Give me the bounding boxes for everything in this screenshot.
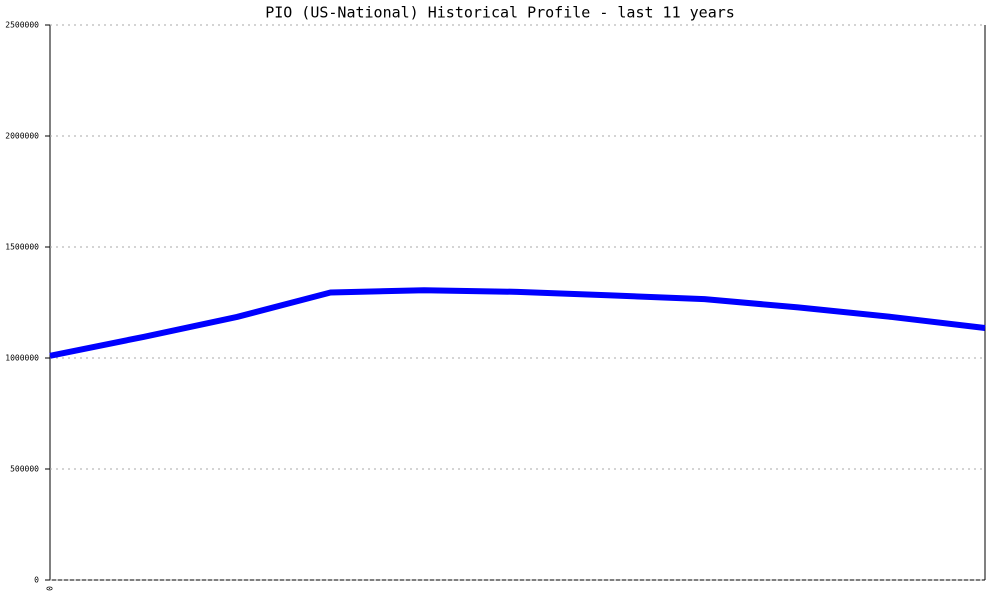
y-tick-label: 2000000 [5, 132, 39, 141]
chart-title: PIO (US-National) Historical Profile - l… [265, 4, 735, 22]
y-tick-label: 1500000 [5, 243, 39, 252]
y-tick-label: 1000000 [5, 354, 39, 363]
y-tick-label: 500000 [10, 465, 39, 474]
y-tick-label: 2500000 [5, 21, 39, 30]
y-tick-label: 0 [34, 576, 39, 585]
line-series [49, 287, 986, 359]
x-tick-label: 0 [46, 586, 55, 591]
